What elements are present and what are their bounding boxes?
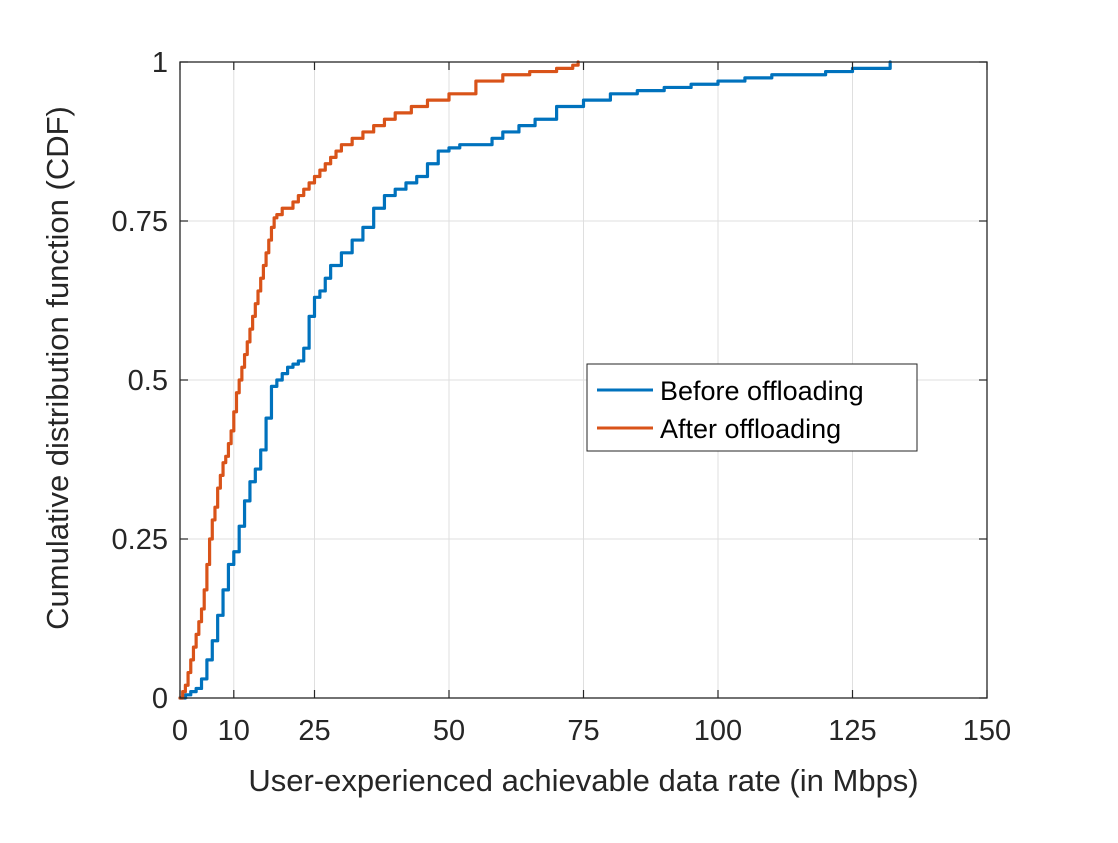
y-tick-label: 0.75 — [112, 206, 168, 238]
y-axis-label: Cumulative distribution function (CDF) — [40, 106, 75, 630]
series-line-before-offloading — [178, 60, 892, 700]
x-tick-label: 50 — [433, 715, 465, 747]
x-tick-label: 25 — [298, 715, 330, 747]
y-tick-label: 0.25 — [112, 524, 168, 556]
y-tick-label: 0.5 — [128, 365, 168, 397]
x-tick-label: 75 — [567, 715, 599, 747]
legend-box — [586, 363, 918, 452]
series-line-after-offloading — [178, 60, 580, 700]
legend: Before offloading After offloading — [586, 363, 918, 452]
x-axis-label: User-experienced achievable data rate (i… — [248, 763, 918, 798]
y-tick-label: 1 — [152, 47, 168, 79]
x-tick-label: 125 — [828, 715, 876, 747]
y-tick-label: 0 — [152, 683, 168, 715]
x-tick-label: 100 — [694, 715, 742, 747]
x-tick-label: 10 — [218, 715, 250, 747]
tick-layer — [179, 61, 988, 699]
x-tick-label: 0 — [172, 715, 188, 747]
legend-label-after-offloading: After offloading — [660, 414, 841, 444]
legend-label-before-offloading: Before offloading — [660, 376, 864, 406]
series-layer — [178, 60, 892, 700]
tick-label-layer: 0 10 25 50 75 100 125 150 0 0.25 0.5 0.75 1 — [112, 47, 1012, 747]
x-tick-label: 150 — [963, 715, 1011, 747]
